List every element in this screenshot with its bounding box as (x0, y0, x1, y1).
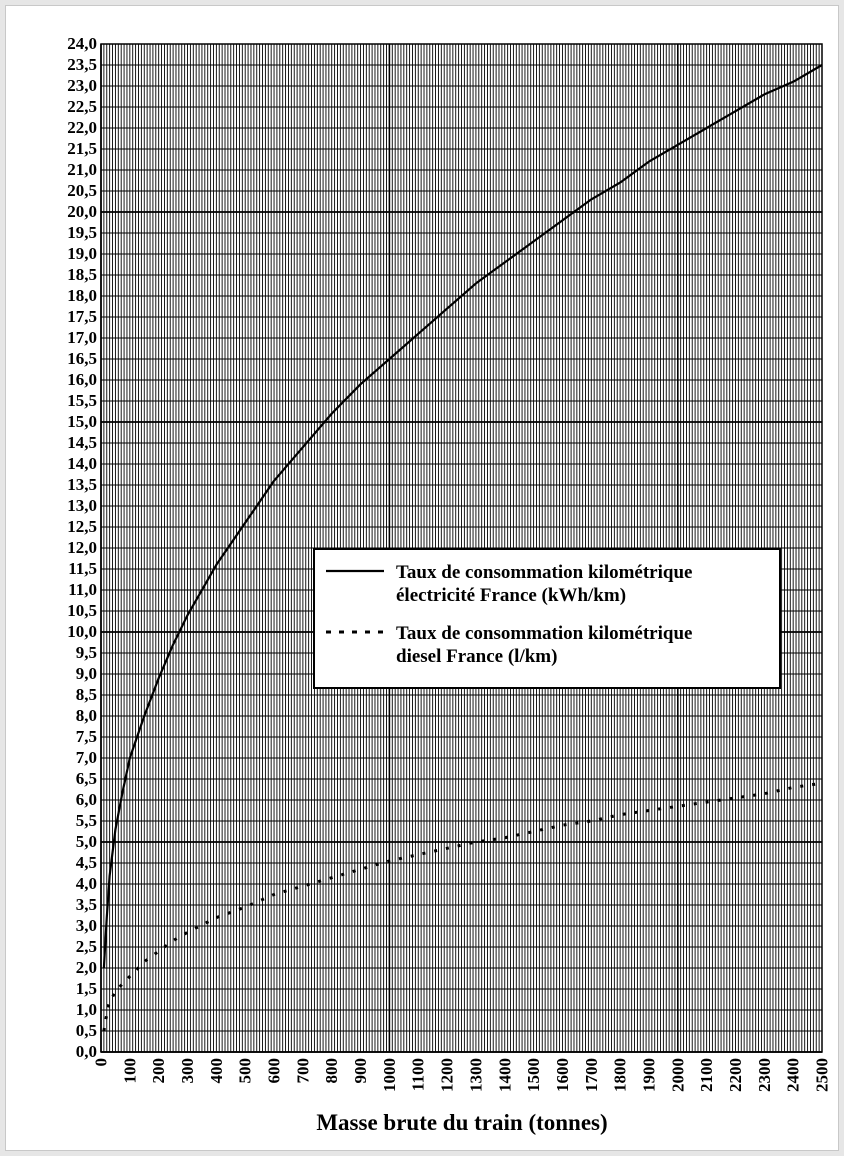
legend-label-line2: électricité France (kWh/km) (396, 585, 626, 606)
x-tick-label: 1800 (611, 1058, 630, 1092)
legend: Taux de consommation kilométriqueélectri… (313, 548, 781, 689)
y-tick-label: 18,5 (67, 265, 97, 284)
y-tick-label: 8,5 (76, 685, 97, 704)
y-tick-label: 14,5 (67, 433, 97, 452)
x-tick-label: 2100 (697, 1058, 716, 1092)
x-tick-label: 400 (207, 1058, 226, 1084)
x-tick-label: 1300 (466, 1058, 485, 1092)
y-tick-label: 2,0 (76, 958, 97, 977)
y-tick-label: 12,5 (67, 517, 97, 536)
x-tick-label: 700 (293, 1058, 312, 1084)
y-tick-label: 17,5 (67, 307, 97, 326)
x-tick-label: 500 (236, 1058, 255, 1084)
y-tick-label: 24,0 (67, 34, 97, 53)
y-tick-label: 7,5 (76, 727, 97, 746)
y-tick-label: 19,5 (67, 223, 97, 242)
x-tick-label: 1600 (553, 1058, 572, 1092)
y-tick-label: 22,0 (67, 118, 97, 137)
x-tick-label: 2000 (668, 1058, 687, 1092)
plot-area-border (100, 43, 823, 1053)
y-tick-label: 2,5 (76, 937, 97, 956)
y-tick-label: 1,0 (76, 1000, 97, 1019)
x-tick-label: 2300 (755, 1058, 774, 1092)
y-tick-label: 10,0 (67, 622, 97, 641)
y-tick-label: 13,5 (67, 475, 97, 494)
x-tick-label: 1000 (380, 1058, 399, 1092)
y-tick-label: 15,5 (67, 391, 97, 410)
x-tick-label: 600 (265, 1058, 284, 1084)
y-tick-label: 23,5 (67, 55, 97, 74)
y-tick-label: 16,0 (67, 370, 97, 389)
y-tick-label: 3,5 (76, 895, 97, 914)
y-tick-label: 10,5 (67, 601, 97, 620)
legend-label-line1: Taux de consommation kilométrique (396, 562, 692, 583)
x-tick-label: 2200 (726, 1058, 745, 1092)
series-layer (102, 64, 823, 1032)
x-tick-label: 1100 (409, 1058, 428, 1091)
y-tick-label: 16,5 (67, 349, 97, 368)
x-tick-label: 1200 (438, 1058, 457, 1092)
x-tick-label: 100 (120, 1058, 139, 1084)
series-line-2 (102, 781, 823, 1032)
y-tick-label: 1,5 (76, 979, 97, 998)
chart-canvas: 0,0 0,5 1,0 1,5 2,0 2,5 3,0 3,5 4,0 4,5 5,0 5,5 6,0 6… (67, 34, 831, 1135)
series-line-1 (102, 64, 823, 969)
legend-box (313, 548, 781, 689)
y-tick-label: 8,0 (76, 706, 97, 725)
y-tick-label: 0,5 (76, 1021, 97, 1040)
x-tick-label: 1700 (582, 1058, 601, 1092)
x-axis-label: Masse brute du train (tonnes) (316, 1110, 607, 1135)
y-tick-label: 12,0 (67, 538, 97, 557)
y-tick-label: 4,5 (76, 853, 97, 872)
y-tick-label: 5,0 (76, 832, 97, 851)
y-tick-label: 9,0 (76, 664, 97, 683)
y-tick-label: 20,5 (67, 181, 97, 200)
y-tick-label: 20,0 (67, 202, 97, 221)
y-tick-label: 11,0 (68, 580, 97, 599)
x-tick-label: 200 (149, 1058, 168, 1084)
y-tick-label: 22,5 (67, 97, 97, 116)
y-tick-label: 13,0 (67, 496, 97, 515)
x-tick-label: 2400 (784, 1058, 803, 1092)
y-tick-label: 21,5 (67, 139, 97, 158)
legend-label-line2: diesel France (l/km) (396, 646, 557, 667)
x-tick-label: 1500 (524, 1058, 543, 1092)
axes: 0,0 0,5 1,0 1,5 2,0 2,5 3,0 3,5 4,0 4,5 5,0 5,5 6,0 6… (67, 34, 831, 1092)
x-tick-label: 300 (178, 1058, 197, 1084)
y-tick-label: 7,0 (76, 748, 97, 767)
y-tick-label: 5,5 (76, 811, 97, 830)
y-tick-label: 3,0 (76, 916, 97, 935)
y-tick-label: 11,5 (68, 559, 97, 578)
chart-frame: 0,0 0,5 1,0 1,5 2,0 2,5 3,0 3,5 4,0 4,5 5,0 5,5 6,0 6… (6, 6, 838, 1150)
y-tick-label: 9,5 (76, 643, 97, 662)
legend-label-line1: Taux de consommation kilométrique (396, 623, 692, 644)
x-tick-label: 0 (92, 1058, 111, 1067)
x-tick-label: 1900 (639, 1058, 658, 1092)
y-tick-label: 18,0 (67, 286, 97, 305)
x-tick-label: 1400 (495, 1058, 514, 1092)
y-tick-label: 21,0 (67, 160, 97, 179)
x-tick-label: 2500 (813, 1058, 832, 1092)
x-tick-label: 900 (351, 1058, 370, 1084)
y-tick-label: 17,0 (67, 328, 97, 347)
y-tick-label: 19,0 (67, 244, 97, 263)
y-tick-label: 23,0 (67, 76, 97, 95)
x-tick-label: 800 (322, 1058, 341, 1084)
y-tick-label: 0,0 (76, 1042, 97, 1061)
y-tick-label: 6,0 (76, 790, 97, 809)
y-tick-label: 14,0 (67, 454, 97, 473)
y-tick-label: 4,0 (76, 874, 97, 893)
y-tick-label: 15,0 (67, 412, 97, 431)
y-tick-label: 6,5 (76, 769, 97, 788)
